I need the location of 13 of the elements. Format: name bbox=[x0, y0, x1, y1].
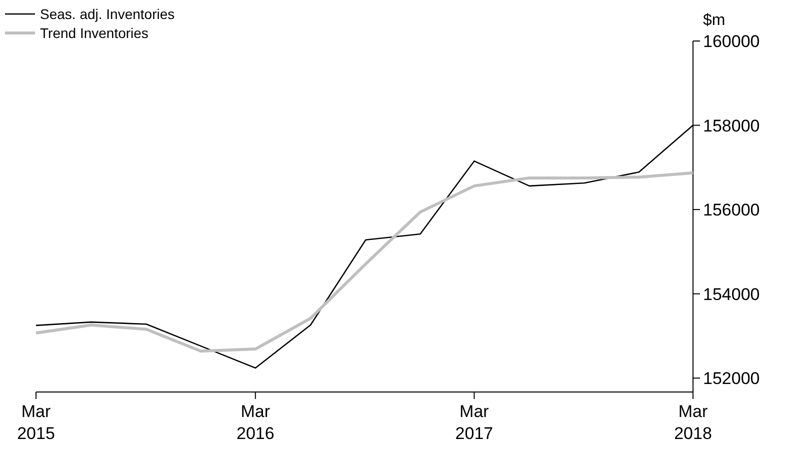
line-series bbox=[34, 171, 694, 353]
y-tick-label: 158000 bbox=[703, 116, 760, 136]
y-tick-label: 154000 bbox=[703, 284, 760, 304]
x-tick-label: Mar 2016 bbox=[236, 402, 274, 443]
y-tick-label: 156000 bbox=[703, 200, 760, 220]
y-tick-label: 152000 bbox=[703, 369, 760, 388]
y-tick-label: 160000 bbox=[703, 32, 760, 51]
legend-label: Seas. adj. Inventories bbox=[40, 6, 175, 22]
x-tick-label: Mar 2015 bbox=[17, 402, 55, 443]
legend-label: Trend Inventories bbox=[40, 25, 148, 41]
x-tick-label: Mar 2018 bbox=[674, 402, 712, 443]
y-axis-title: $m bbox=[703, 12, 726, 29]
x-tick-label: Mar 2017 bbox=[455, 402, 494, 443]
